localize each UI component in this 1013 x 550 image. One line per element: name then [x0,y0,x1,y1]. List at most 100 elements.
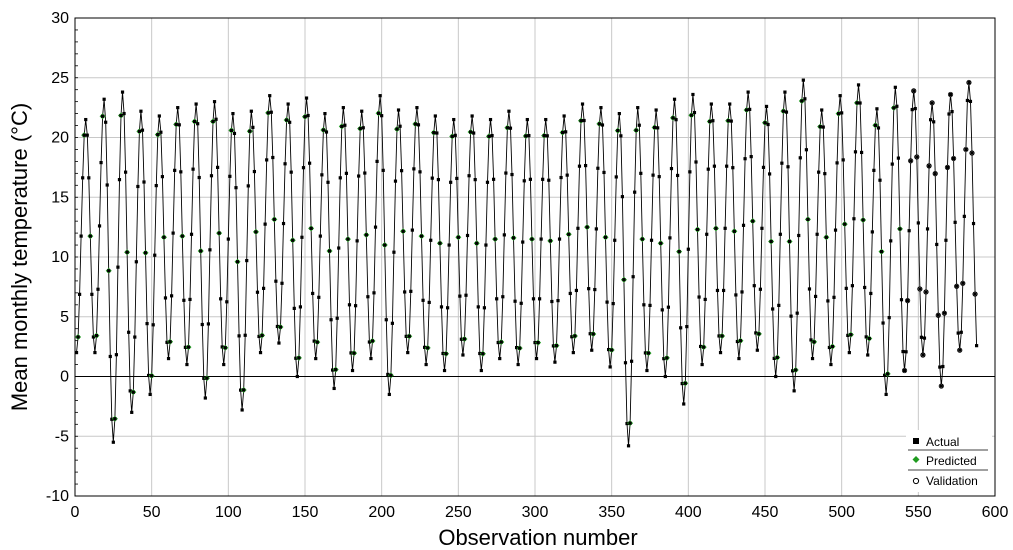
actual-point [298,305,302,309]
actual-point [962,214,966,218]
actual-point [648,303,652,307]
actual-point [472,131,476,135]
actual-point [838,94,842,98]
actual-point [912,89,916,93]
actual-point [826,299,830,303]
actual-point [643,351,647,355]
actual-point [961,281,965,285]
actual-point [637,123,641,127]
actual-point [714,226,718,230]
actual-point [81,176,85,180]
actual-point [625,421,629,426]
actual-point [777,303,781,307]
actual-point [691,92,695,97]
actual-point [605,300,609,304]
actual-point [945,165,950,169]
actual-point [878,178,882,182]
actual-point [289,170,293,174]
actual-point [751,219,755,223]
actual-point [571,351,575,355]
actual-point [533,340,537,345]
actual-point [87,176,91,180]
x-tick-label: 350 [598,504,625,521]
actual-point [538,297,542,301]
actual-point [585,225,589,229]
actual-point [496,340,500,345]
actual-point [271,155,275,160]
actual-point [398,124,402,128]
x-tick-label: 0 [71,504,80,521]
actual-point [331,368,335,372]
actual-point [275,324,279,329]
actual-point [769,239,773,244]
actual-point [653,125,657,130]
actual-point [763,121,767,125]
actual-point [636,106,640,110]
actual-point [145,322,149,326]
actual-point [410,228,414,232]
actual-point [901,349,905,354]
actual-point [116,265,120,269]
actual-point [702,345,706,349]
actual-point [196,122,200,126]
actual-point [771,307,775,311]
actual-point [631,275,635,279]
actual-point [373,225,378,229]
actual-point [281,221,286,226]
actual-point [323,112,327,116]
actual-point [157,114,161,118]
actual-point [780,161,784,165]
actual-point [597,122,601,126]
actual-point [268,94,272,98]
actual-point [412,167,416,171]
actual-point [406,351,410,355]
actual-point [413,122,417,126]
actual-point [942,311,946,315]
actual-point [513,299,517,303]
actual-point [626,444,631,448]
actual-point [96,287,100,291]
actual-point [97,224,102,228]
actual-point [536,340,540,345]
actual-point [795,311,799,315]
actual-point [603,235,608,239]
actual-point [495,297,499,301]
actual-point [689,113,693,117]
actual-point [815,232,819,236]
x-tick-label: 200 [368,504,395,521]
actual-point [692,110,697,115]
actual-point [249,109,253,113]
x-tick-label: 600 [982,504,1009,521]
actual-point [499,340,503,344]
actual-point [82,133,86,137]
actual-point [426,346,430,350]
actual-point [90,292,94,296]
actual-point [183,345,187,349]
actual-point [717,334,721,338]
actual-point [493,237,497,241]
actual-point [252,169,256,174]
actual-point [105,183,109,187]
actual-point [614,175,618,179]
legend-marker-validation [912,477,920,485]
actual-point [438,241,442,245]
actual-point [243,333,247,337]
actual-point [682,402,686,406]
actual-point [757,332,761,336]
actual-point [948,92,953,97]
actual-point [386,372,390,377]
actual-point [881,321,885,325]
actual-point [562,114,566,118]
actual-point [556,299,560,303]
actual-point [576,226,580,230]
actual-point [699,344,703,349]
actual-point [150,374,154,378]
actual-point [162,235,166,239]
actual-point [234,186,238,190]
actual-point [968,99,973,104]
actual-point [746,90,750,94]
actual-point [855,101,859,105]
actual-point [504,171,508,175]
actual-point [257,334,261,339]
actual-point [395,127,399,131]
